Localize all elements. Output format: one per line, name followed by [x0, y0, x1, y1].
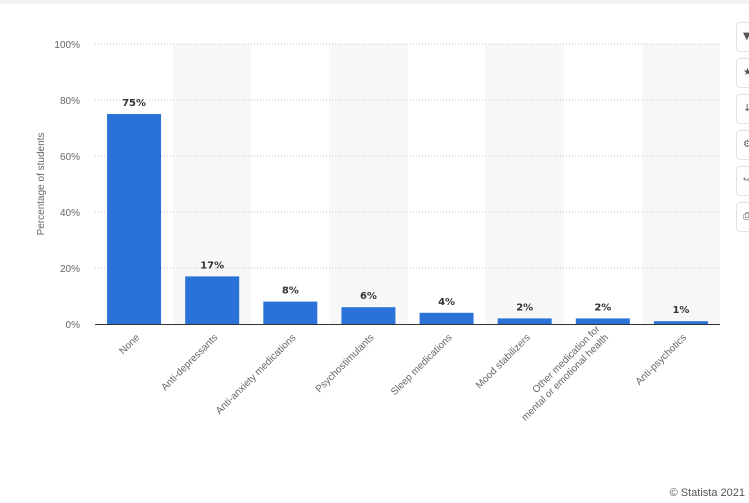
- x-tick-label: Sleep medications: [389, 332, 455, 398]
- gear-icon: ⚙: [743, 139, 749, 150]
- y-tick-label: 60%: [60, 152, 80, 163]
- y-tick-label: 80%: [60, 96, 80, 107]
- band-shade: [329, 44, 408, 324]
- bar: [575, 318, 630, 324]
- print-button[interactable]: ⎙: [736, 202, 749, 232]
- x-tick-label: Mood stabilizers: [474, 332, 533, 391]
- star-icon: ★: [743, 67, 749, 78]
- data-label: 6%: [360, 291, 377, 302]
- data-label: 4%: [438, 297, 455, 308]
- y-tick-label: 40%: [60, 208, 80, 219]
- gear-button[interactable]: ⚙: [736, 130, 749, 160]
- bar: [341, 307, 396, 324]
- y-tick-label: 0%: [66, 320, 81, 331]
- download-icon: ↓: [743, 103, 749, 114]
- y-axis-label: Percentage of students: [36, 133, 47, 236]
- bar: [107, 114, 162, 324]
- bell-icon: ▼: [743, 31, 749, 42]
- star-button[interactable]: ★: [736, 58, 749, 88]
- data-label: 2%: [594, 302, 611, 313]
- x-tick-label: Anti-depressants: [159, 332, 220, 393]
- statista-credit: © Statista 2021: [669, 487, 745, 499]
- download-button[interactable]: ↓: [736, 94, 749, 124]
- bell-button[interactable]: ▼: [736, 22, 749, 52]
- x-tick-label: Psychostimulants: [314, 332, 377, 395]
- band-shade: [641, 44, 720, 324]
- share-icon: ↪: [743, 175, 749, 186]
- bar: [653, 321, 708, 324]
- bar: [263, 301, 318, 324]
- band-shade: [485, 44, 564, 324]
- bar: [185, 276, 240, 324]
- share-button[interactable]: ↪: [736, 166, 749, 196]
- data-label: 8%: [282, 286, 299, 297]
- x-tick-label: Anti-psychotics: [634, 332, 689, 387]
- x-tick-label: None: [118, 332, 143, 357]
- x-tick-label: Anti-anxiety medications: [214, 332, 298, 416]
- data-label: 17%: [200, 260, 224, 271]
- y-tick-label: 20%: [60, 264, 80, 275]
- top-border: [0, 0, 749, 4]
- y-tick-label: 100%: [54, 40, 80, 51]
- data-label: 75%: [122, 98, 146, 109]
- data-label: 2%: [516, 302, 533, 313]
- bar: [419, 312, 474, 324]
- data-label: 1%: [672, 305, 689, 316]
- print-icon: ⎙: [743, 211, 749, 222]
- bar: [497, 318, 552, 324]
